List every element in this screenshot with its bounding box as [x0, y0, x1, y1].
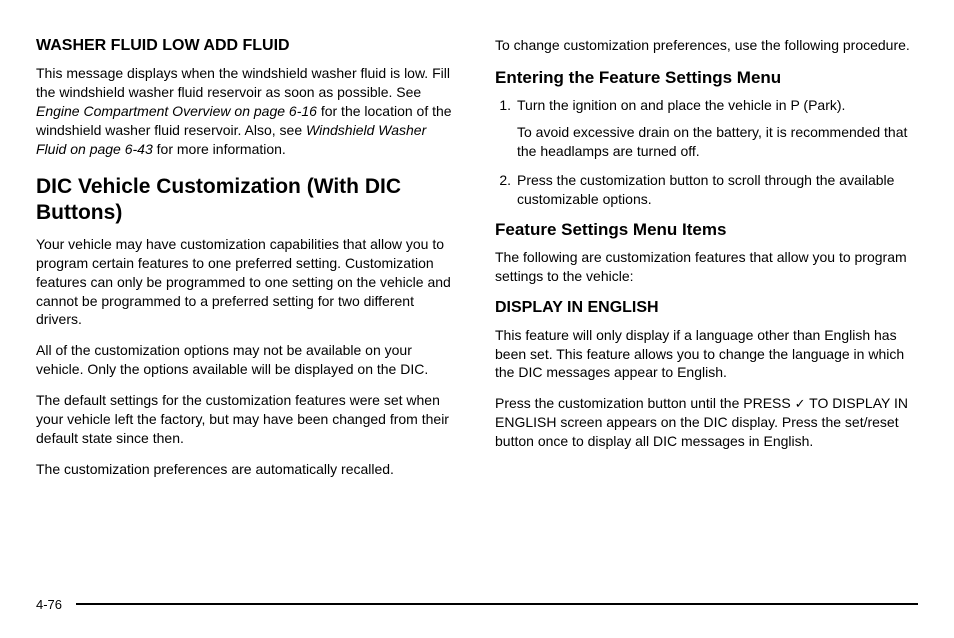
heading-menu-items: Feature Settings Menu Items [495, 219, 918, 240]
para-display-english-2: Press the customization button until the… [495, 394, 918, 451]
para-customization-3: The default settings for the customizati… [36, 391, 459, 448]
para-customization-2: All of the customization options may not… [36, 341, 459, 379]
step-number: 1. [495, 96, 517, 161]
para-menu-items-intro: The following are customization features… [495, 248, 918, 286]
heading-display-english: DISPLAY IN ENGLISH [495, 298, 918, 318]
steps-list: 1. Turn the ignition on and place the ve… [495, 96, 918, 208]
step-2: 2. Press the customization button to scr… [495, 171, 918, 209]
xref-engine-compartment: Engine Compartment Overview on page 6‑16 [36, 103, 317, 119]
step-body: Press the customization button to scroll… [517, 171, 918, 209]
right-column: To change customization preferences, use… [491, 36, 918, 590]
para-customization-4: The customization preferences are automa… [36, 460, 459, 479]
checkmark-icon: ✓ [795, 396, 806, 411]
heading-washer-fluid: WASHER FLUID LOW ADD FLUID [36, 36, 459, 56]
text-run: Press the customization button until the… [495, 395, 795, 411]
footer-rule [76, 603, 918, 605]
page-number: 4-76 [36, 597, 62, 612]
para-washer-fluid: This message displays when the windshiel… [36, 64, 459, 158]
para-procedure-intro: To change customization preferences, use… [495, 36, 918, 55]
step-line: To avoid excessive drain on the battery,… [517, 123, 918, 161]
step-number: 2. [495, 171, 517, 209]
para-display-english-1: This feature will only display if a lang… [495, 326, 918, 383]
step-1: 1. Turn the ignition on and place the ve… [495, 96, 918, 161]
step-line: Turn the ignition on and place the vehic… [517, 96, 918, 115]
heading-dic-customization: DIC Vehicle Customization (With DIC Butt… [36, 174, 459, 224]
heading-entering-menu: Entering the Feature Settings Menu [495, 67, 918, 88]
left-column: WASHER FLUID LOW ADD FLUID This message … [36, 36, 463, 590]
text-run: for more information. [153, 141, 286, 157]
page-footer: 4-76 [0, 590, 954, 618]
text-run: This message displays when the windshiel… [36, 65, 450, 100]
page-body: WASHER FLUID LOW ADD FLUID This message … [0, 0, 954, 590]
step-line: Press the customization button to scroll… [517, 171, 918, 209]
para-customization-1: Your vehicle may have customization capa… [36, 235, 459, 329]
step-body: Turn the ignition on and place the vehic… [517, 96, 918, 161]
